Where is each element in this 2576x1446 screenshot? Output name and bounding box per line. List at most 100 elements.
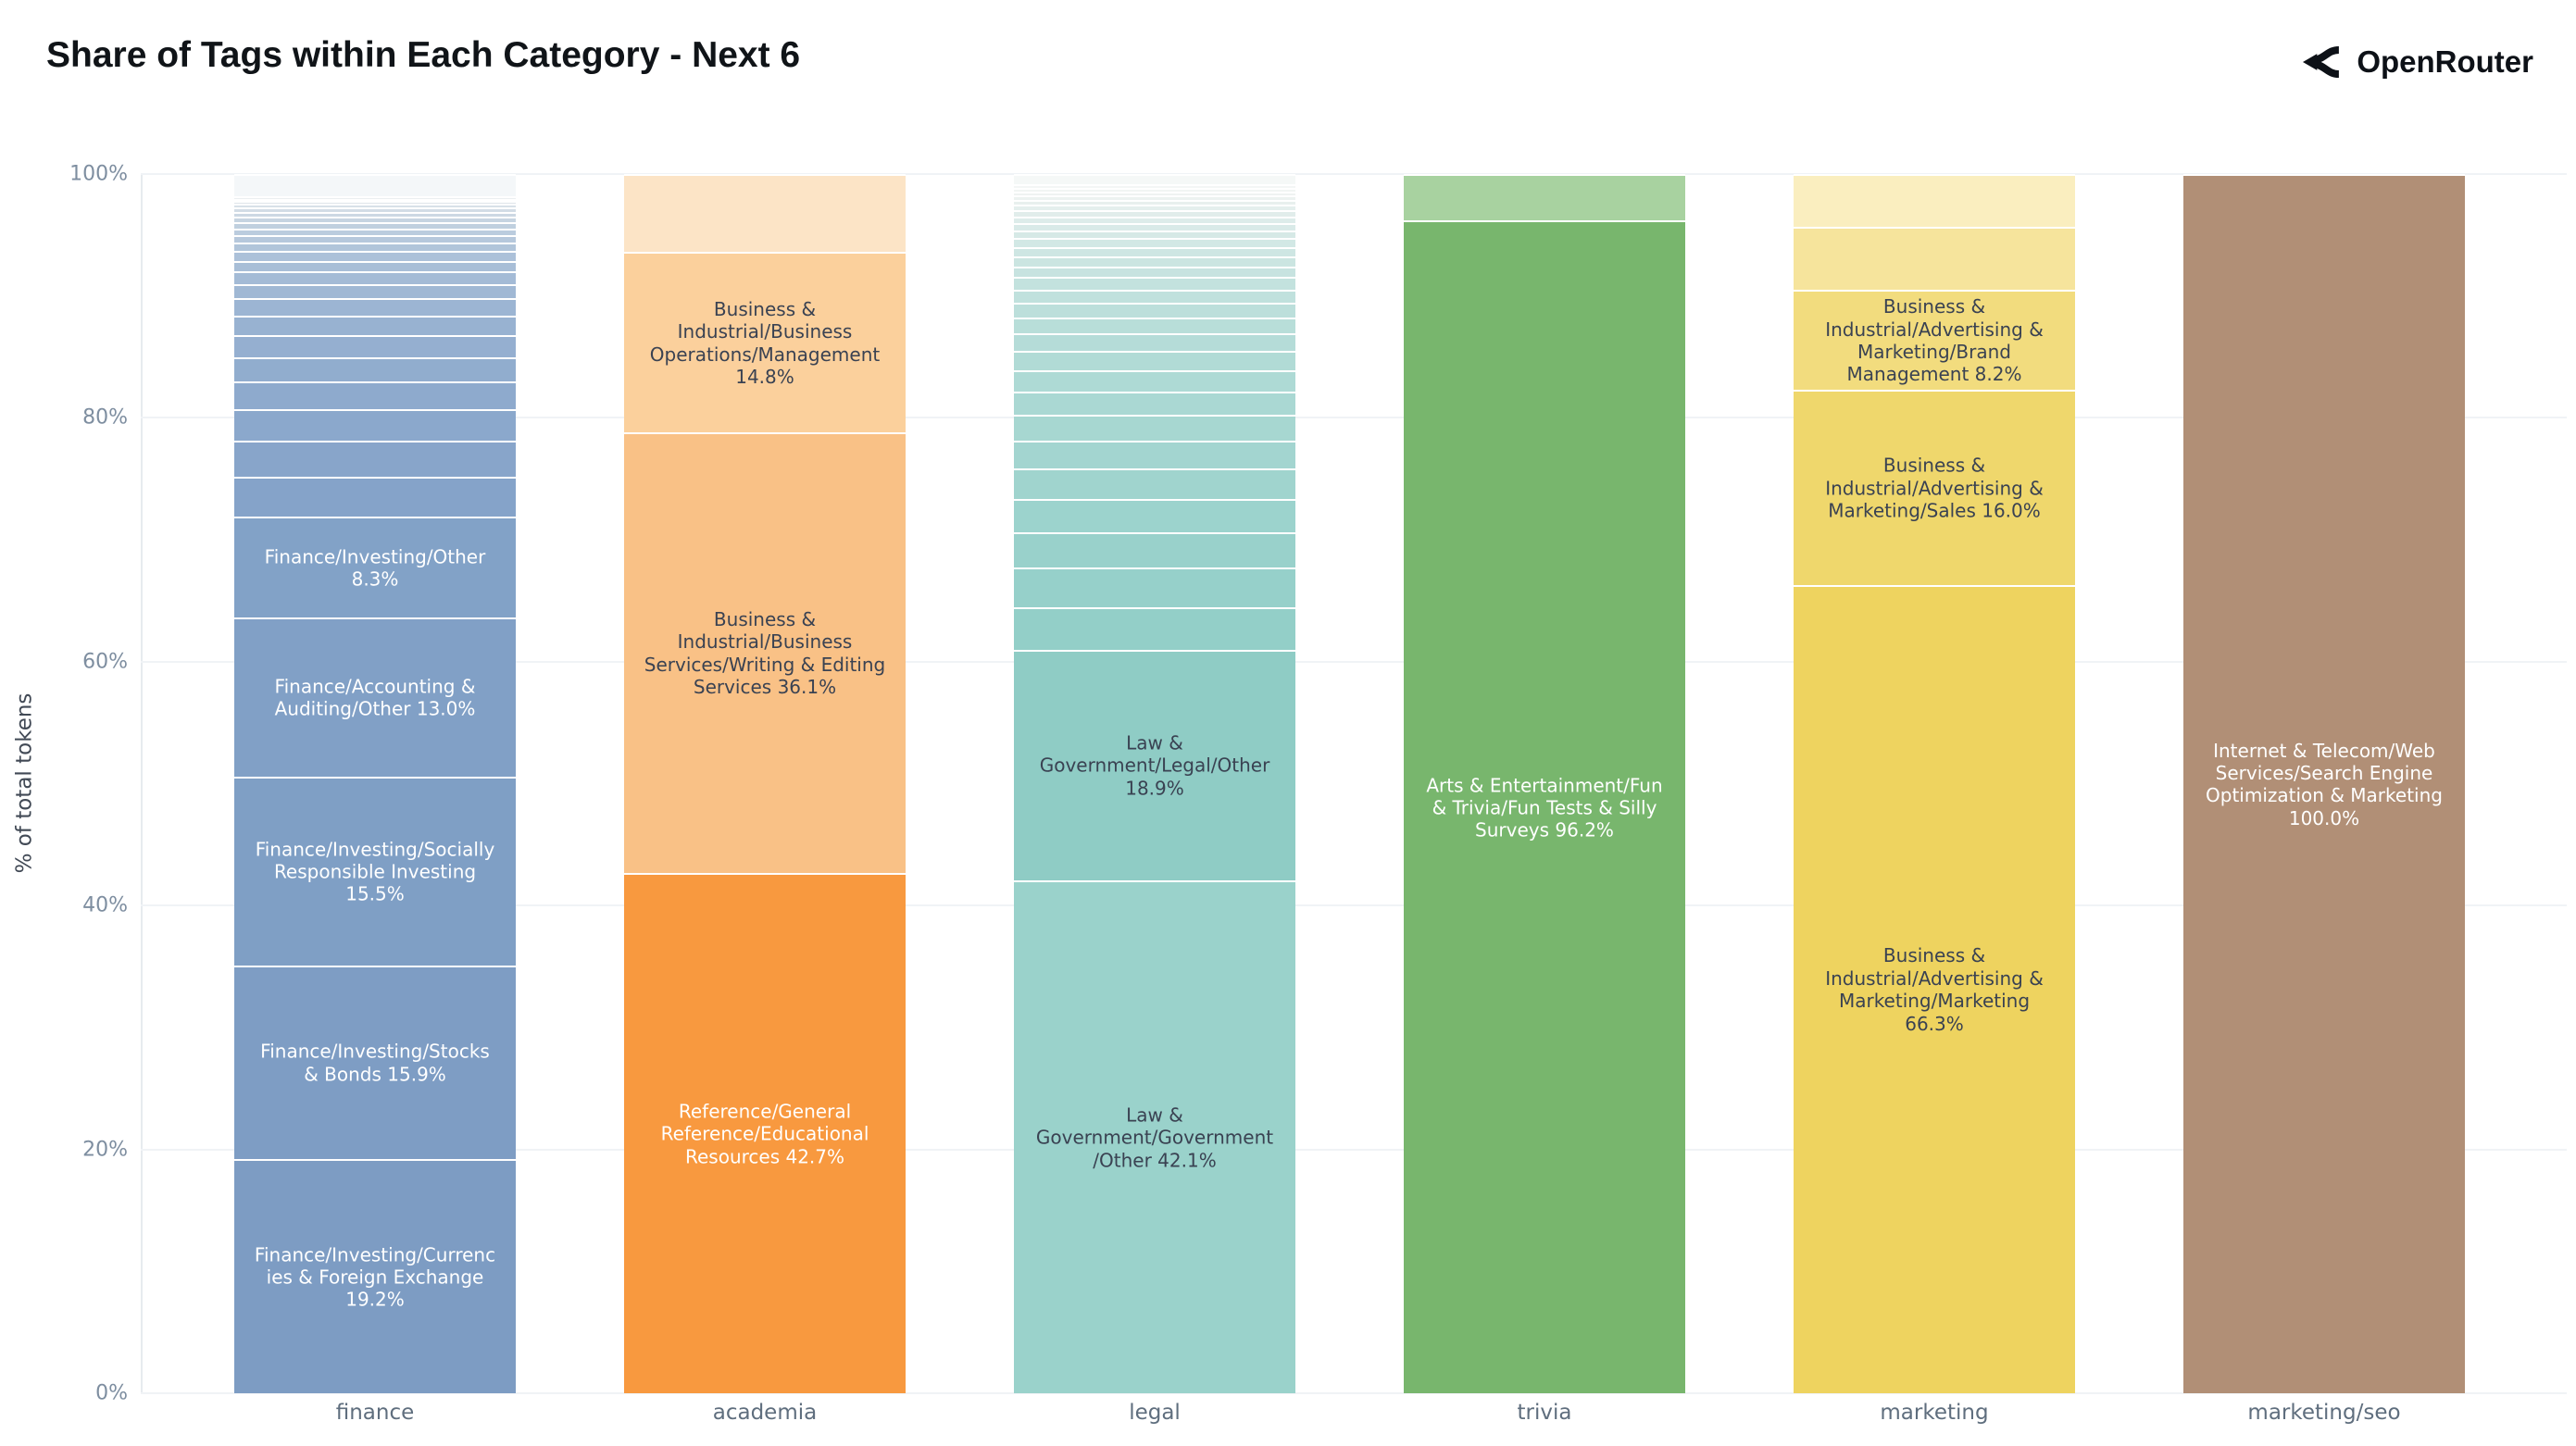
segment-small-unlabeled[interactable] xyxy=(234,409,516,442)
segment-small-unlabeled[interactable] xyxy=(234,441,516,477)
segment-small-unlabeled[interactable] xyxy=(1014,210,1295,217)
segment-small-unlabeled[interactable] xyxy=(1014,531,1295,568)
segment-small-unlabeled[interactable] xyxy=(1014,187,1295,192)
segment-small-unlabeled[interactable] xyxy=(234,222,516,229)
y-tick-label: 80% xyxy=(82,405,128,430)
y-axis-ticks: 0% 20% 40% 60% 80% 100% xyxy=(0,163,128,1405)
segment-small-unlabeled[interactable] xyxy=(1014,230,1295,239)
y-tick-label: 40% xyxy=(82,893,128,917)
bar-academia[interactable]: Reference/General Reference/Educational … xyxy=(624,174,906,1393)
segment-small-unlabeled[interactable] xyxy=(1014,332,1295,352)
segment-small-unlabeled[interactable] xyxy=(624,174,906,253)
segment-small-unlabeled[interactable] xyxy=(234,201,516,205)
x-category-label-academia: academia xyxy=(712,1401,818,1425)
bar-marketing/seo[interactable]: Internet & Telecom/Web Services/Search E… xyxy=(2183,174,2465,1393)
plot-area: Finance/Investing/Currencies & Foreign E… xyxy=(141,173,2567,1425)
segment-small-unlabeled[interactable] xyxy=(1014,195,1295,200)
openrouter-icon xyxy=(2298,41,2341,83)
segment-small-unlabeled[interactable] xyxy=(234,334,516,357)
segment-small-unlabeled[interactable] xyxy=(234,271,516,284)
segment[interactable]: Business & Industrial/Advertising & Mark… xyxy=(1794,390,2075,585)
segment-small-unlabeled[interactable] xyxy=(1014,184,1295,188)
segment-small-unlabeled[interactable] xyxy=(1014,499,1295,532)
segment-small-unlabeled[interactable] xyxy=(1014,222,1295,231)
segment[interactable]: Finance/Accounting & Auditing/Other 13.0… xyxy=(234,617,516,777)
segment-small-unlabeled[interactable] xyxy=(1014,317,1295,333)
x-category-label-marketing: marketing xyxy=(1880,1401,1989,1425)
y-tick-label: 20% xyxy=(82,1138,128,1162)
segment-small-unlabeled[interactable] xyxy=(1014,289,1295,304)
segment-small-unlabeled[interactable] xyxy=(234,251,516,261)
segment-small-unlabeled[interactable] xyxy=(234,315,516,335)
segment-small-unlabeled[interactable] xyxy=(234,204,516,208)
segment-small-unlabeled[interactable] xyxy=(1014,351,1295,371)
segment[interactable]: Internet & Telecom/Web Services/Search E… xyxy=(2183,174,2465,1393)
segment[interactable]: Business & Industrial/Advertising & Mark… xyxy=(1794,584,2075,1393)
segment-small-unlabeled[interactable] xyxy=(1014,440,1295,469)
segment[interactable]: Law & Government/Government/Other 42.1% xyxy=(1014,879,1295,1393)
segment-small-unlabeled[interactable] xyxy=(1014,256,1295,267)
segment-small-unlabeled[interactable] xyxy=(1014,606,1295,650)
segment-small-unlabeled[interactable] xyxy=(1014,205,1295,211)
segment[interactable]: Finance/Investing/Currencies & Foreign E… xyxy=(234,1159,516,1393)
segment-small-unlabeled[interactable] xyxy=(1014,303,1295,318)
segment-small-unlabeled[interactable] xyxy=(1014,199,1295,206)
segment-label: Finance/Investing/Stocks & Bonds 15.9% xyxy=(260,1041,490,1086)
segment-small-unlabeled[interactable] xyxy=(234,260,516,272)
segment[interactable]: Arts & Entertainment/Fun & Trivia/Fun Te… xyxy=(1404,220,1685,1393)
segment-small-unlabeled[interactable] xyxy=(234,235,516,243)
segment[interactable]: Business & Industrial/Advertising & Mark… xyxy=(1794,290,2075,391)
segment-small-unlabeled[interactable] xyxy=(234,242,516,252)
segment-small-unlabeled[interactable] xyxy=(234,217,516,223)
x-category-label-finance: finance xyxy=(335,1401,415,1425)
segment-small-unlabeled[interactable] xyxy=(1014,277,1295,290)
segment-small-unlabeled[interactable] xyxy=(1794,174,2075,227)
segment-small-unlabeled[interactable] xyxy=(234,228,516,235)
segment-small-unlabeled[interactable] xyxy=(234,298,516,316)
segment-small-unlabeled[interactable] xyxy=(1014,216,1295,223)
segment-small-unlabeled[interactable] xyxy=(234,212,516,218)
segment-label: Business & Industrial/Advertising & Mark… xyxy=(1825,295,2044,386)
segment-small-unlabeled[interactable] xyxy=(1014,415,1295,441)
segment-small-unlabeled[interactable] xyxy=(1014,392,1295,416)
segment-label: Finance/Investing/Other 8.3% xyxy=(264,545,486,591)
segment-small-unlabeled[interactable] xyxy=(1014,266,1295,278)
bar-marketing[interactable]: Business & Industrial/Advertising & Mark… xyxy=(1794,174,2075,1393)
segment-small-unlabeled[interactable] xyxy=(1014,247,1295,257)
y-tick-label: 60% xyxy=(82,650,128,674)
bar-legal[interactable]: Law & Government/Government/Other 42.1% L… xyxy=(1014,174,1295,1393)
segment-small-unlabeled[interactable] xyxy=(1794,226,2075,291)
segment-label: Business & Industrial/Advertising & Mark… xyxy=(1825,944,2044,1035)
segment[interactable]: Finance/Investing/Socially Responsible I… xyxy=(234,776,516,966)
segment-small-unlabeled[interactable] xyxy=(234,198,516,202)
segment-label: Internet & Telecom/Web Services/Search E… xyxy=(2206,739,2443,829)
segment[interactable]: Business & Industrial/Business Operation… xyxy=(624,252,906,433)
bar-trivia[interactable]: Arts & Entertainment/Fun & Trivia/Fun Te… xyxy=(1404,174,1685,1393)
segment[interactable]: Finance/Investing/Other 8.3% xyxy=(234,517,516,618)
segment-label: Finance/Investing/Socially Responsible I… xyxy=(255,838,495,905)
segment-small-unlabeled[interactable] xyxy=(1014,238,1295,248)
segment-small-unlabeled[interactable] xyxy=(1014,174,1295,185)
segment[interactable]: Law & Government/Legal/Other 18.9% xyxy=(1014,649,1295,880)
gridline-20% xyxy=(141,1148,2567,1151)
segment-small-unlabeled[interactable] xyxy=(234,283,516,299)
segment[interactable]: Reference/General Reference/Educational … xyxy=(624,872,906,1393)
bar-finance[interactable]: Finance/Investing/Currencies & Foreign E… xyxy=(234,174,516,1393)
segment-label: Arts & Entertainment/Fun & Trivia/Fun Te… xyxy=(1426,773,1663,841)
segment-small-unlabeled[interactable] xyxy=(234,356,516,381)
segment-small-unlabeled[interactable] xyxy=(234,476,516,517)
gridline-0% xyxy=(141,1392,2567,1394)
segment-small-unlabeled[interactable] xyxy=(234,380,516,410)
gridline-60% xyxy=(141,660,2567,663)
segment-small-unlabeled[interactable] xyxy=(1014,567,1295,607)
segment-small-unlabeled[interactable] xyxy=(234,174,516,196)
segment-small-unlabeled[interactable] xyxy=(1014,191,1295,196)
segment-small-unlabeled[interactable] xyxy=(234,207,516,212)
segment-small-unlabeled[interactable] xyxy=(1014,468,1295,500)
segment-label: Business & Industrial/Advertising & Mark… xyxy=(1825,454,2044,522)
segment-small-unlabeled[interactable] xyxy=(1014,370,1295,393)
segment-small-unlabeled[interactable] xyxy=(234,195,516,199)
segment[interactable]: Business & Industrial/Business Services/… xyxy=(624,432,906,873)
segment[interactable]: Finance/Investing/Stocks & Bonds 15.9% xyxy=(234,965,516,1160)
segment-small-unlabeled[interactable] xyxy=(1404,174,1685,221)
